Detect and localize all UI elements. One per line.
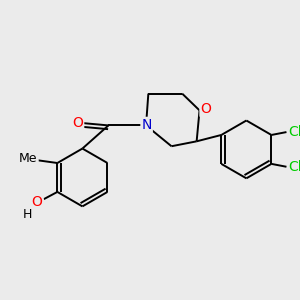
Text: O: O [32, 195, 43, 209]
Text: N: N [141, 118, 152, 132]
Text: Me: Me [19, 152, 38, 165]
Text: O: O [72, 116, 83, 130]
Text: Cl: Cl [288, 125, 300, 139]
Text: Cl: Cl [288, 160, 300, 174]
Text: O: O [200, 102, 211, 116]
Text: H: H [22, 208, 32, 221]
